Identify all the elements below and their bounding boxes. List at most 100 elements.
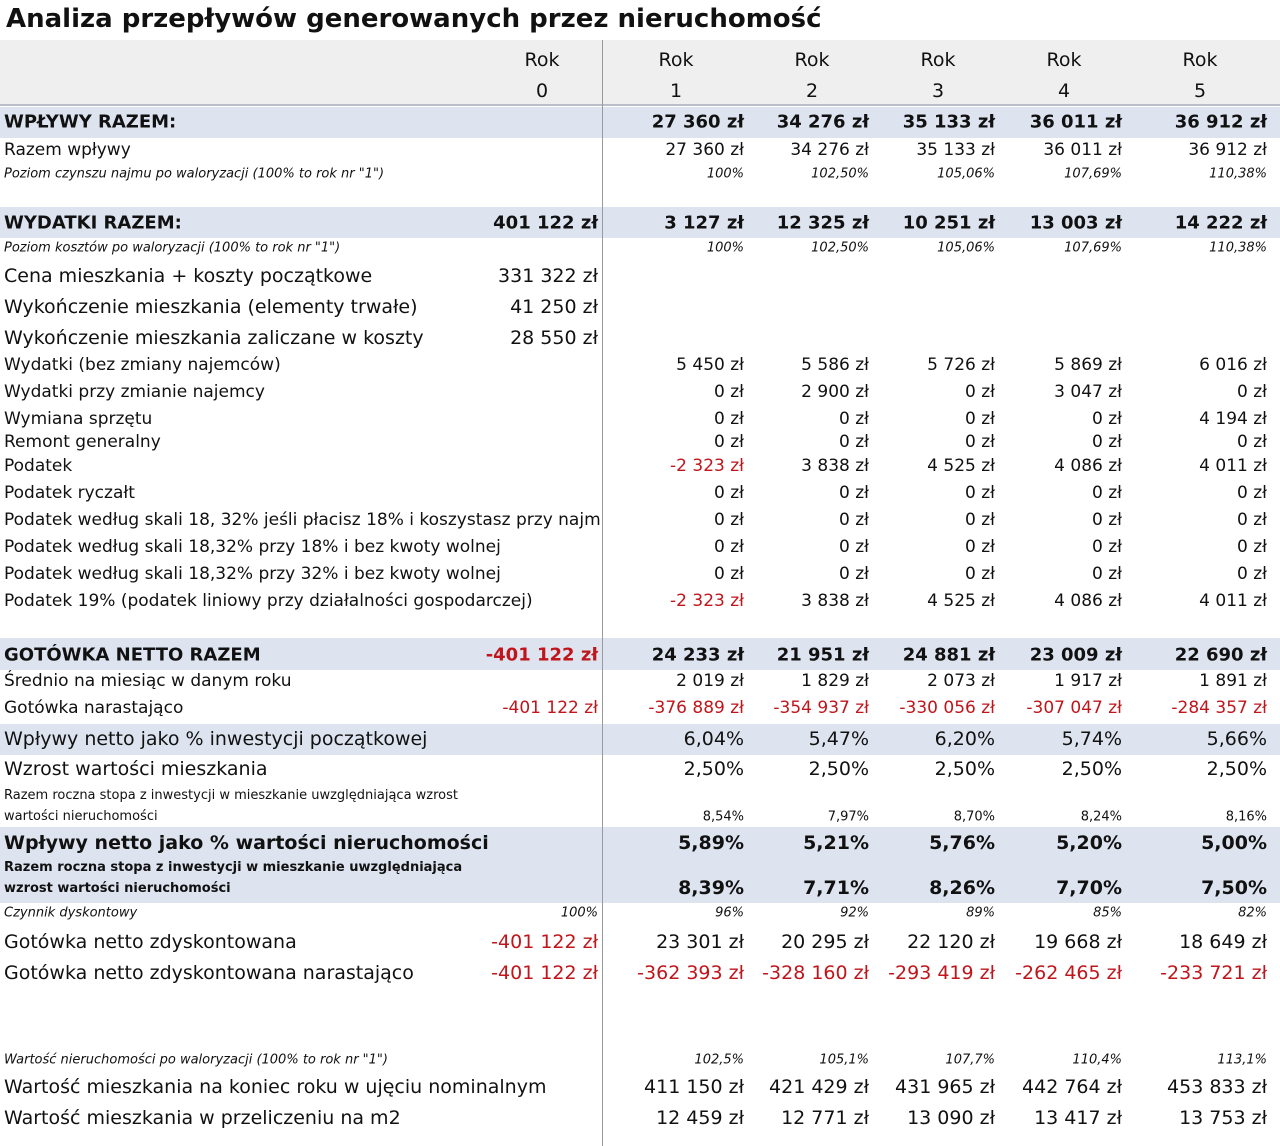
- cell: 0 zł: [714, 409, 744, 430]
- cell: 431 965 zł: [895, 1076, 995, 1099]
- cell: 2,50%: [1061, 758, 1122, 781]
- cell: 1 891 zł: [1199, 671, 1267, 692]
- cell: 2 019 zł: [676, 671, 744, 692]
- cell: -293 419 zł: [888, 962, 995, 985]
- cell: 2 900 zł: [801, 382, 869, 403]
- cell: 0 zł: [714, 382, 744, 403]
- cell: -2 323 zł: [670, 591, 744, 612]
- cell: 0 zł: [1092, 564, 1122, 585]
- cell: 100%: [706, 240, 744, 256]
- cell: 28 550 zł: [510, 327, 598, 350]
- cell: 4 011 zł: [1199, 456, 1267, 477]
- cell: 36 011 zł: [1043, 140, 1122, 161]
- cell: -401 122 zł: [491, 962, 598, 985]
- cell: 1 917 zł: [1054, 671, 1122, 692]
- cell: 36 912 zł: [1188, 140, 1267, 161]
- header-label: Rok: [658, 49, 694, 72]
- cell: 107,69%: [1064, 166, 1122, 182]
- cell: 2,50%: [1206, 758, 1267, 781]
- cell: 0 zł: [714, 537, 744, 558]
- cell: 0 zł: [965, 537, 995, 558]
- cell: 0 zł: [839, 409, 869, 430]
- cell: 13 417 zł: [1034, 1107, 1122, 1130]
- cell: 5,00%: [1201, 832, 1267, 855]
- cell: 4 525 zł: [927, 591, 995, 612]
- cell: 8,70%: [953, 809, 995, 825]
- cell: 12 459 zł: [656, 1107, 744, 1130]
- cell: 6,20%: [934, 728, 995, 751]
- cell: 102,50%: [811, 166, 869, 182]
- cell: 13 753 zł: [1179, 1107, 1267, 1130]
- cell: 0 zł: [965, 409, 995, 430]
- cell: 107,7%: [945, 1052, 995, 1068]
- row-label: Wydatki przy zmianie najemcy: [4, 382, 265, 403]
- cell: -401 122 zł: [485, 644, 598, 666]
- section-band: [0, 207, 1280, 238]
- header-year: 3: [931, 80, 945, 103]
- cell: 4 086 zł: [1054, 456, 1122, 477]
- cell: 7,71%: [803, 877, 869, 900]
- header-year: 2: [805, 80, 819, 103]
- cell: 0 zł: [839, 564, 869, 585]
- header-label: Rok: [1182, 49, 1218, 72]
- cell: 0 zł: [839, 432, 869, 453]
- row-label: Gotówka narastająco: [4, 698, 184, 719]
- row-label: Wpływy netto jako % wartości nieruchomoś…: [4, 832, 489, 855]
- header-label: Rok: [1046, 49, 1082, 72]
- header-band: [0, 40, 1280, 106]
- cell: 4 011 zł: [1199, 591, 1267, 612]
- cell: -401 122 zł: [491, 931, 598, 954]
- cell: 453 833 zł: [1167, 1076, 1267, 1099]
- cell: 22 120 zł: [907, 931, 995, 954]
- row-label: Wzrost wartości mieszkania: [4, 758, 268, 781]
- row-label: Czynnik dyskontowy: [4, 905, 138, 921]
- cell: 12 325 zł: [776, 212, 869, 234]
- header-year: 0: [535, 80, 549, 103]
- cell: 0 zł: [1092, 432, 1122, 453]
- cell: 4 194 zł: [1199, 409, 1267, 430]
- cell: 8,26%: [929, 877, 995, 900]
- cell: 35 133 zł: [902, 111, 995, 133]
- row-label: Wartość mieszkania w przeliczeniu na m2: [4, 1107, 401, 1130]
- cell: 6 016 zł: [1199, 355, 1267, 376]
- row-label: Wartość mieszkania na koniec roku w ujęc…: [4, 1076, 547, 1099]
- cell: 35 133 zł: [916, 140, 995, 161]
- cell: 8,54%: [702, 809, 744, 825]
- cell: 0 zł: [1237, 510, 1267, 531]
- cell: 36 011 zł: [1029, 111, 1122, 133]
- cell: 21 951 zł: [776, 644, 869, 666]
- cell: 1 829 zł: [801, 671, 869, 692]
- row-label: Razem roczna stopa z inwestycji w mieszk…: [4, 788, 459, 824]
- cell: 100%: [706, 166, 744, 182]
- cell: 3 838 zł: [801, 591, 869, 612]
- header-year: 1: [669, 80, 683, 103]
- cell: 3 838 zł: [801, 456, 869, 477]
- row-label: Podatek 19% (podatek liniowy przy działa…: [4, 591, 533, 612]
- cell: 0 zł: [1237, 564, 1267, 585]
- cell: 102,5%: [694, 1052, 744, 1068]
- cell: 113,1%: [1217, 1052, 1267, 1068]
- cell: -401 122 zł: [502, 698, 598, 719]
- row-label: Podatek według skali 18,32% przy 32% i b…: [4, 564, 501, 585]
- cell: 5,89%: [678, 832, 744, 855]
- cell: 442 764 zł: [1022, 1076, 1122, 1099]
- cell: 107,69%: [1064, 240, 1122, 256]
- cell: 7,97%: [827, 809, 869, 825]
- row-label: Remont generalny: [4, 432, 161, 453]
- cell: -307 047 zł: [1026, 698, 1122, 719]
- cell: 24 233 zł: [651, 644, 744, 666]
- cell: 105,06%: [937, 240, 995, 256]
- cell: 8,24%: [1080, 809, 1122, 825]
- row-label: Wymiana sprzętu: [4, 409, 153, 430]
- row-label: Gotówka netto zdyskontowana narastająco: [4, 962, 414, 985]
- cell: 0 zł: [714, 564, 744, 585]
- cell: 0 zł: [839, 483, 869, 504]
- cell: -362 393 zł: [637, 962, 744, 985]
- cell: -2 323 zł: [670, 456, 744, 477]
- row-label: Wykończenie mieszkania (elementy trwałe): [4, 296, 418, 319]
- row-label: Razem wpływy: [4, 140, 131, 161]
- cell: 0 zł: [1092, 510, 1122, 531]
- cell: 20 295 zł: [781, 931, 869, 954]
- cell: 23 301 zł: [656, 931, 744, 954]
